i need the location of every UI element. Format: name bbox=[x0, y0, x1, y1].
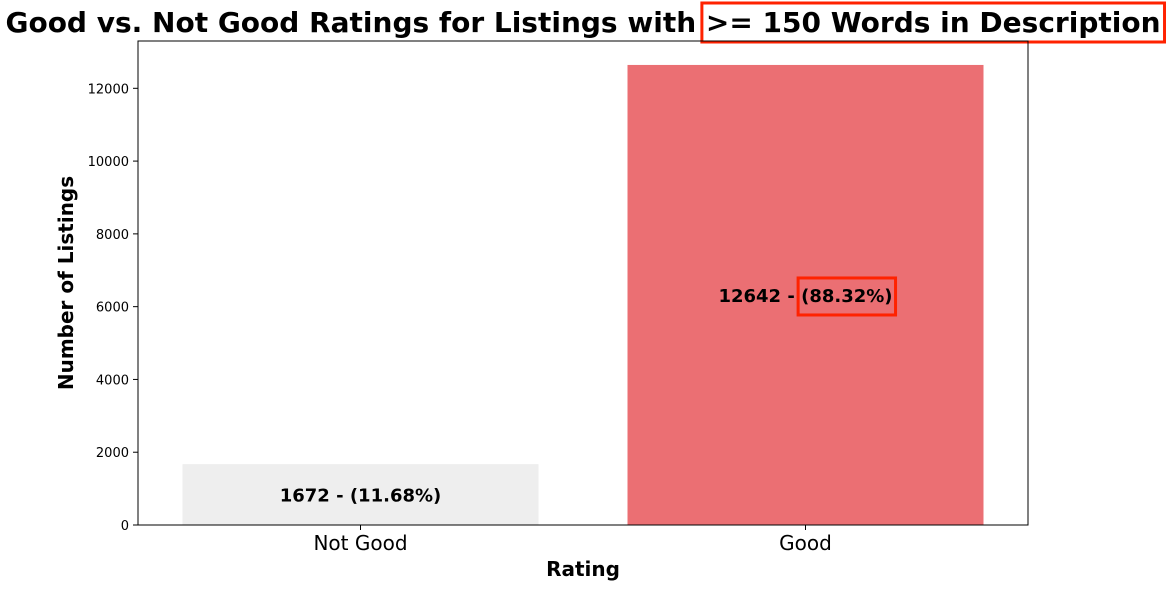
bar-value-label: 12642 - (88.32%) bbox=[718, 286, 892, 307]
y-axis-ticks: 0 2000 4000 6000 8000 10000 12000 bbox=[88, 82, 138, 534]
bar-good bbox=[627, 64, 984, 526]
x-tick-label: Not Good bbox=[313, 531, 407, 555]
percent-highlight-box bbox=[796, 276, 898, 317]
y-tick-label: 12000 bbox=[88, 82, 129, 97]
plot-frame bbox=[137, 40, 1029, 526]
bar-value-label: 1672 - (11.68%) bbox=[280, 486, 442, 507]
y-tick-label: 4000 bbox=[96, 373, 129, 388]
y-tick-label: 6000 bbox=[96, 301, 129, 316]
bars-group bbox=[182, 64, 984, 526]
bar-value-percent: (88.32%) bbox=[801, 286, 892, 307]
chart-title-highlight: >= 150 Words in Description bbox=[706, 6, 1161, 39]
x-axis-ticks: Not Good Good bbox=[313, 525, 832, 555]
y-tick-label: 0 bbox=[121, 519, 129, 534]
x-axis-label: Rating bbox=[546, 557, 620, 581]
bar-not-good bbox=[182, 464, 539, 525]
y-tick-label: 10000 bbox=[88, 155, 129, 170]
y-tick-label: 2000 bbox=[96, 446, 129, 461]
bar-value-percent: (11.68%) bbox=[350, 486, 441, 507]
bar-labels-group: 1672 - (11.68%) 12642 - (88.32%) bbox=[280, 286, 893, 507]
y-tick-label: 8000 bbox=[96, 228, 129, 243]
chart-title: Good vs. Not Good Ratings for Listings w… bbox=[5, 6, 1160, 39]
chart-title-prefix: Good vs. Not Good Ratings for Listings w… bbox=[5, 6, 705, 39]
bar-value-count: 12642 - bbox=[718, 286, 801, 307]
x-tick-label: Good bbox=[779, 531, 832, 555]
title-highlight-box bbox=[700, 1, 1166, 44]
bar-value-count: 1672 - bbox=[280, 486, 350, 507]
y-axis-label: Number of Listings bbox=[54, 176, 78, 390]
